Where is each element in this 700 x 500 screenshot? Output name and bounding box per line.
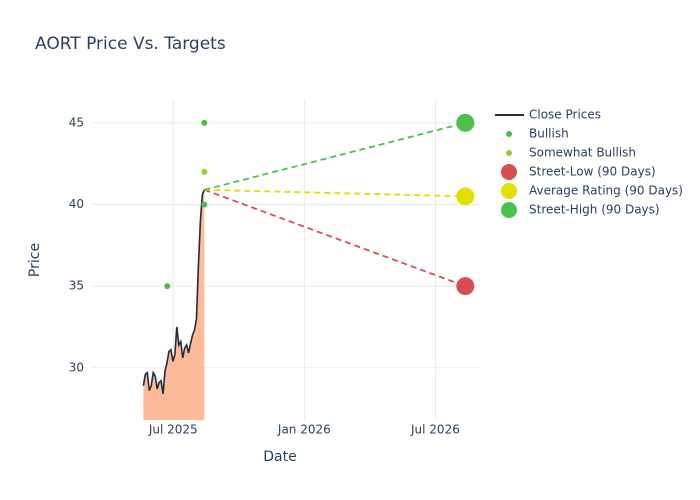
chart-title: AORT Price Vs. Targets (35, 34, 226, 54)
y-tick-label: 45 (69, 115, 84, 129)
rating-point (201, 119, 208, 126)
legend-swatch (501, 202, 517, 218)
x-tick-label: Jul 2026 (410, 423, 460, 437)
target-line (204, 188, 466, 198)
target-point (456, 277, 475, 296)
plot-area (142, 119, 466, 420)
legend-swatch (501, 183, 517, 199)
rating-point (201, 201, 208, 208)
area (143, 189, 205, 420)
legend-swatch (506, 150, 512, 156)
rating-point (201, 168, 208, 175)
legend-label: Street-Low (90 Days) (529, 165, 656, 179)
legend-label: Bullish (529, 127, 569, 141)
y-tick-label: 30 (69, 360, 84, 374)
y-axis-title: Price (27, 243, 43, 277)
x-tick-label: Jul 2025 (148, 423, 198, 437)
x-tick-label: Jan 2026 (277, 423, 331, 437)
legend-label: Street-High (90 Days) (529, 203, 660, 217)
legend-swatch (501, 164, 517, 180)
y-tick-label: 35 (69, 279, 84, 293)
legend-swatch (506, 131, 512, 137)
price-line (142, 189, 206, 394)
legend-label: Somewhat Bullish (529, 146, 636, 160)
target-line (204, 188, 466, 287)
legend-label: Average Rating (90 Days) (529, 184, 683, 198)
target-line (204, 121, 466, 191)
target-point (456, 113, 475, 132)
rating-point (164, 283, 171, 290)
target-point (456, 187, 475, 206)
x-axis-title: Date (263, 449, 296, 465)
legend-label: Close Prices (529, 108, 601, 122)
y-tick-label: 40 (69, 197, 84, 211)
